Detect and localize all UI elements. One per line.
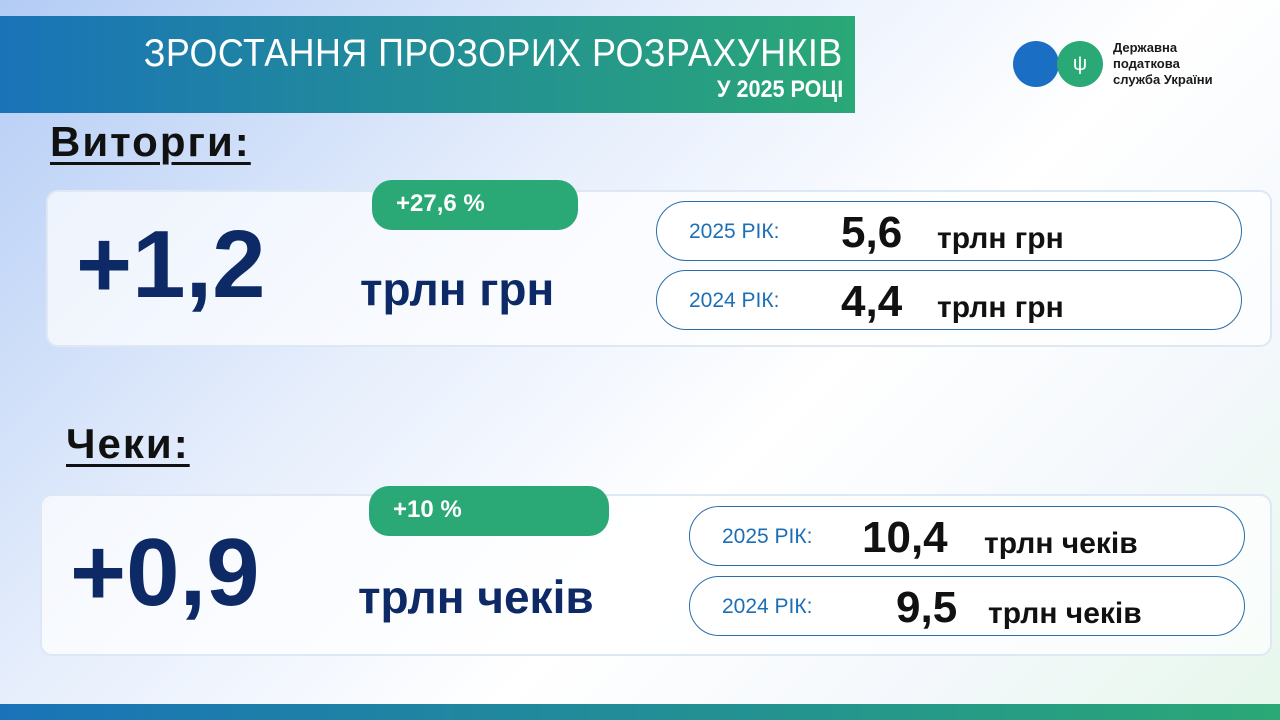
value: 10,4 <box>862 513 948 562</box>
logo: ψ Державна податкова служба України <box>1013 40 1213 88</box>
value: 5,6 <box>841 208 903 257</box>
year-label: 2025 РІК: <box>722 525 813 548</box>
logo-blue-circle <box>1013 41 1059 87</box>
checks-row-2024: 2024 РІК: 9,5 трлн чеків <box>689 576 1245 636</box>
value-unit: трлн грн <box>937 222 1064 255</box>
trident-icon: ψ <box>1057 41 1103 87</box>
year-label: 2025 РІК: <box>689 220 780 243</box>
revenue-row-2025: 2025 РІК: 5,6 трлн грн <box>656 201 1242 261</box>
bottom-bar <box>0 704 1280 720</box>
checks-percent-badge: +10 % <box>369 486 609 536</box>
revenue-title: Виторги: <box>50 118 251 165</box>
checks-title: Чеки: <box>66 420 190 467</box>
revenue-delta: +1,2 <box>76 211 266 318</box>
year-label: 2024 РІК: <box>689 289 780 312</box>
value-unit: трлн чеків <box>988 597 1142 630</box>
value-unit: трлн чеків <box>984 527 1138 560</box>
page-title: ЗРОСТАННЯ ПРОЗОРИХ РОЗРАХУНКІВ <box>144 32 843 75</box>
revenue-percent-badge: +27,6 % <box>372 180 578 230</box>
checks-unit: трлн чеків <box>358 571 594 623</box>
value: 4,4 <box>841 277 903 326</box>
revenue-row-2024: 2024 РІК: 4,4 трлн грн <box>656 270 1242 330</box>
value-unit: трлн грн <box>937 291 1064 324</box>
revenue-unit: трлн грн <box>360 263 555 315</box>
checks-row-2025: 2025 РІК: 10,4 трлн чеків <box>689 506 1245 566</box>
logo-line: податкова <box>1113 56 1180 71</box>
value: 9,5 <box>896 583 958 632</box>
logo-line: служба України <box>1113 72 1213 87</box>
page-subtitle: У 2025 РОЦІ <box>716 76 843 103</box>
logo-line: Державна <box>1113 40 1178 55</box>
header-banner: ЗРОСТАННЯ ПРОЗОРИХ РОЗРАХУНКІВ У 2025 РО… <box>0 16 855 113</box>
year-label: 2024 РІК: <box>722 595 813 618</box>
checks-delta: +0,9 <box>70 519 260 626</box>
logo-text: Державна податкова служба України <box>1113 40 1213 88</box>
